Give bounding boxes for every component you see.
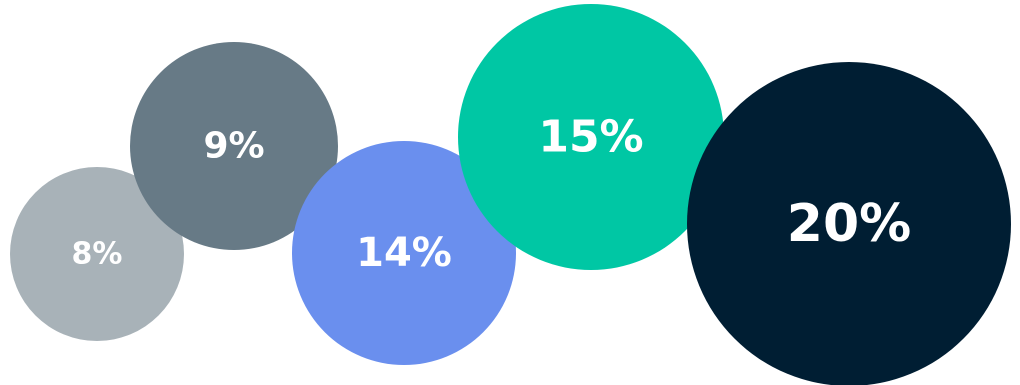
bubble-15 (458, 4, 724, 270)
bubble-14 (292, 141, 516, 365)
bubble-label-20: 20% (787, 194, 911, 254)
bubbles-group: 8% 9% 14% 15% 20% (10, 4, 1011, 385)
bubble-label-9: 9% (203, 126, 264, 167)
bubble-label-14: 14% (356, 230, 452, 276)
bubble-9 (130, 42, 338, 250)
bubble-8 (10, 167, 184, 341)
bubble-label-8: 8% (72, 237, 123, 272)
bubble-label-15: 15% (538, 112, 643, 163)
bubble-20 (687, 62, 1011, 385)
